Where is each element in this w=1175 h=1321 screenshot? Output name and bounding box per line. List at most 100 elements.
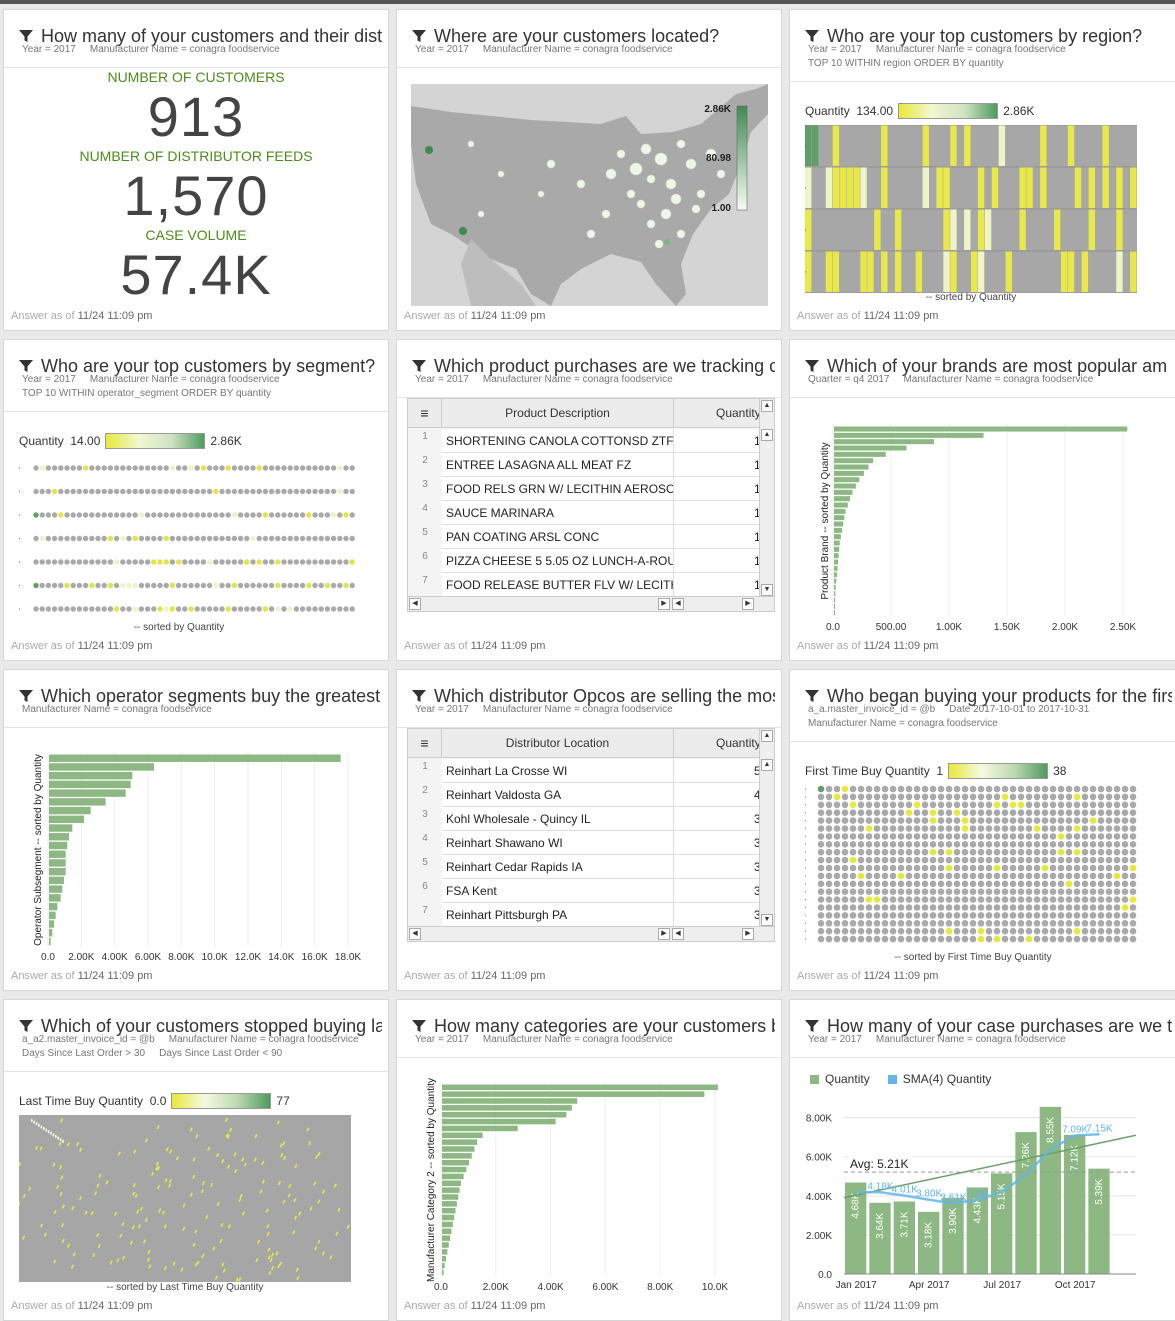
filter-icon[interactable] bbox=[18, 358, 34, 374]
table-cell[interactable]: PIZZA CHEESE 5 5.05 OZ LUNCH-A-ROU... bbox=[442, 549, 674, 573]
tile-title[interactable]: Where are your customers located? bbox=[411, 23, 775, 49]
filter-icon[interactable] bbox=[18, 688, 34, 704]
category-bar-chart[interactable]: 0.0 2.00K 4.00K 6.00K 8.00K 10.0KManufacturer… bbox=[397, 1070, 782, 1295]
quantity-cell[interactable]: 1 bbox=[674, 429, 760, 453]
filter-icon[interactable] bbox=[804, 28, 820, 44]
quantity-cell[interactable]: 3 bbox=[674, 831, 760, 855]
distributor-table[interactable]: ≡ Distributor Location Quantity 1 Reinhar… bbox=[407, 728, 775, 942]
scroll-up-button[interactable]: ▲ bbox=[761, 400, 773, 412]
first-buy-dot-matrix[interactable] bbox=[805, 785, 1141, 950]
scroll-down-button[interactable]: ▼ bbox=[761, 914, 773, 926]
vertical-scrollbar[interactable]: ▲ ▲ ▼ bbox=[759, 399, 774, 597]
scroll-left-button[interactable]: ◀ bbox=[409, 598, 421, 610]
map-tile[interactable]: Where are your customers located? Year =… bbox=[396, 9, 782, 331]
product-table-tile[interactable]: Which product purchases are we tracking … bbox=[396, 339, 782, 661]
horizontal-scrollbar[interactable]: ◀ ▶ ◀ ▶ bbox=[408, 596, 774, 611]
filter-icon[interactable] bbox=[804, 358, 820, 374]
scroll-thumb[interactable]: ▲ bbox=[761, 429, 773, 441]
operator-bar-chart[interactable]: 0.0 2.00K 4.00K 6.00K 8.00K 10.0K 12.0K 14.0K 16… bbox=[4, 740, 389, 965]
table-cell[interactable]: Reinhart La Crosse WI bbox=[442, 759, 674, 783]
tile-title[interactable]: Who began buying your products for the f… bbox=[804, 683, 1172, 709]
scroll-thumb[interactable]: ◀ bbox=[672, 598, 684, 610]
last-buy-matrix[interactable] bbox=[19, 1115, 351, 1282]
filter-icon[interactable] bbox=[411, 688, 427, 704]
first-buy-tile[interactable]: Who began buying your products for the f… bbox=[789, 669, 1175, 991]
vertical-scrollbar[interactable]: ▲ ▲ ▼ bbox=[759, 729, 774, 927]
quantity-cell[interactable]: 1 bbox=[674, 573, 760, 597]
distributor-table-tile[interactable]: Which distributor Opcos are selling the … bbox=[396, 669, 782, 991]
filter-icon[interactable] bbox=[411, 28, 427, 44]
table-cell[interactable]: Reinhart Cedar Rapids IA bbox=[442, 855, 674, 879]
column-header[interactable]: Product Description bbox=[442, 399, 674, 428]
quantity-cell[interactable]: 4 bbox=[674, 783, 760, 807]
scroll-thumb[interactable]: ◀ bbox=[672, 928, 684, 940]
brand-bar-tile[interactable]: Which of your brands are most popular am… bbox=[789, 339, 1175, 661]
filter-icon[interactable] bbox=[18, 28, 34, 44]
tile-title[interactable]: Who are your top customers by segment? bbox=[18, 353, 382, 379]
quantity-cell[interactable]: 3 bbox=[674, 903, 760, 927]
table-cell[interactable]: Reinhart Valdosta GA bbox=[442, 783, 674, 807]
column-header[interactable]: Quantity bbox=[674, 729, 761, 758]
scroll-prev-button[interactable]: ▶ bbox=[658, 928, 670, 940]
table-cell[interactable]: Kohl Wholesale - Quincy IL bbox=[442, 807, 674, 831]
scroll-left-button[interactable]: ◀ bbox=[409, 928, 421, 940]
quantity-cell[interactable]: 3 bbox=[674, 807, 760, 831]
table-cell[interactable]: PAN COATING ARSL CONC bbox=[442, 525, 674, 549]
column-header[interactable]: Distributor Location bbox=[442, 729, 674, 758]
region-heatmap-tile[interactable]: Who are your top customers by region? Ye… bbox=[789, 9, 1175, 331]
tile-title[interactable]: How many categories are your customers b bbox=[411, 1013, 775, 1039]
quantity-cell[interactable]: 1 bbox=[674, 549, 760, 573]
last-buy-tile[interactable]: Which of your customers stopped buying l… bbox=[3, 999, 389, 1321]
table-cell[interactable]: Reinhart Pittsburgh PA bbox=[442, 903, 674, 927]
operator-bar-tile[interactable]: Which operator segments buy the greatest… bbox=[3, 669, 389, 991]
scroll-right-button[interactable]: ▶ bbox=[742, 598, 754, 610]
product-table[interactable]: ≡ Product Description Quantity 1 SHORTENI… bbox=[407, 398, 775, 612]
region-heatmap[interactable] bbox=[805, 125, 1137, 293]
tile-title[interactable]: Who are your top customers by region? bbox=[804, 23, 1172, 49]
category-bar-tile[interactable]: How many categories are your customers b… bbox=[396, 999, 782, 1321]
filter-icon[interactable] bbox=[411, 358, 427, 374]
scroll-thumb[interactable]: ▲ bbox=[761, 759, 773, 771]
case-volume-tile[interactable]: How many of your case purchases are we t… bbox=[789, 999, 1175, 1321]
customer-map[interactable]: 2.86K 80.98 1.00 bbox=[411, 84, 768, 306]
table-cell[interactable]: ENTREE LASAGNA ALL MEAT FZ bbox=[442, 453, 674, 477]
segment-dot-matrix[interactable] bbox=[19, 458, 355, 618]
kpi-tile[interactable]: How many of your customers and their dis… bbox=[3, 9, 389, 331]
quantity-cell[interactable]: 1 bbox=[674, 453, 760, 477]
scroll-right-button[interactable]: ▶ bbox=[742, 928, 754, 940]
filter-icon[interactable] bbox=[804, 1018, 820, 1034]
filter-icon[interactable] bbox=[411, 1018, 427, 1034]
tile-title[interactable]: Which of your customers stopped buying l… bbox=[18, 1013, 382, 1039]
quantity-cell[interactable]: 5 bbox=[674, 759, 760, 783]
quantity-cell[interactable]: 3 bbox=[674, 879, 760, 903]
table-cell[interactable]: SHORTENING CANOLA COTTONSD ZTF bbox=[442, 429, 674, 453]
column-header[interactable]: Quantity bbox=[674, 399, 761, 428]
scroll-down-button[interactable]: ▼ bbox=[761, 584, 773, 596]
tile-title[interactable]: Which product purchases are we tracking … bbox=[411, 353, 775, 379]
table-cell[interactable]: FOOD RELS GRN W/ LECITHIN AEROSOL bbox=[442, 477, 674, 501]
scroll-prev-button[interactable]: ▶ bbox=[658, 598, 670, 610]
scroll-up-button[interactable]: ▲ bbox=[761, 730, 773, 742]
tile-title[interactable]: Which distributor Opcos are selling the … bbox=[411, 683, 775, 709]
quantity-cell[interactable]: 3 bbox=[674, 855, 760, 879]
tile-title[interactable]: How many of your case purchases are we t bbox=[804, 1013, 1172, 1039]
filter-icon[interactable] bbox=[18, 1018, 34, 1034]
tile-title[interactable]: Which operator segments buy the greatest bbox=[18, 683, 382, 709]
quantity-cell[interactable]: 1 bbox=[674, 501, 760, 525]
table-menu-button[interactable]: ≡ bbox=[408, 729, 442, 758]
table-cell[interactable]: FOOD RELEASE BUTTER FLV W/ LECITH... bbox=[442, 573, 674, 597]
tile-title[interactable]: Which of your brands are most popular am bbox=[804, 353, 1172, 379]
filter-icon[interactable] bbox=[804, 688, 820, 704]
segment-heatmap-tile[interactable]: Who are your top customers by segment? Y… bbox=[3, 339, 389, 661]
table-cell[interactable]: FSA Kent bbox=[442, 879, 674, 903]
quantity-cell[interactable]: 1 bbox=[674, 525, 760, 549]
quantity-cell[interactable]: 1 bbox=[674, 477, 760, 501]
table-cell[interactable]: Reinhart Shawano WI bbox=[442, 831, 674, 855]
table-menu-button[interactable]: ≡ bbox=[408, 399, 442, 428]
horizontal-scrollbar[interactable]: ◀ ▶ ◀ ▶ bbox=[408, 926, 774, 941]
table-cell[interactable]: SAUCE MARINARA bbox=[442, 501, 674, 525]
series-legend[interactable]: Quantity SMA(4) Quantity bbox=[810, 1072, 991, 1086]
tile-title[interactable]: How many of your customers and their dis… bbox=[18, 23, 382, 49]
